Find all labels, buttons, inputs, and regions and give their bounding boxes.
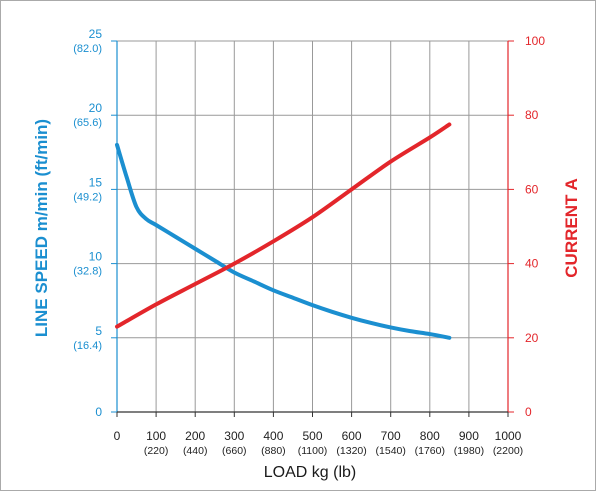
x-tick-sublabel: (440) — [183, 445, 208, 457]
series — [115, 122, 452, 340]
x-tick-sublabel: (1760) — [415, 445, 445, 457]
x-tick-label: 0 — [114, 429, 121, 443]
line-speed-series-line — [115, 142, 452, 340]
x-tick-label: 1000 — [495, 429, 522, 443]
y-left-tick-label: 5 — [95, 324, 102, 338]
y-left-tick-sublabel: (82.0) — [73, 43, 102, 55]
x-tick-label: 600 — [342, 429, 362, 443]
x-tick-label: 500 — [302, 429, 322, 443]
y-left-tick-label: 0 — [95, 405, 102, 419]
x-tick-sublabel: (660) — [222, 445, 247, 457]
x-tick-sublabel: (880) — [261, 445, 286, 457]
y-right-tick-label: 100 — [525, 34, 545, 48]
y-right-tick-label: 0 — [525, 405, 532, 419]
x-tick-sublabel: (1320) — [336, 445, 366, 457]
y-left-tick-sublabel: (16.4) — [73, 340, 102, 352]
x-tick-sublabel: (220) — [144, 445, 169, 457]
y-left-tick-label: 25 — [89, 27, 103, 41]
x-tick-label: 100 — [146, 429, 166, 443]
x-tick-label: 200 — [185, 429, 205, 443]
y-left-tick-sublabel: (32.8) — [73, 266, 102, 278]
y-right-tick-label: 80 — [525, 108, 539, 122]
y-right-tick-label: 40 — [525, 257, 539, 271]
axes — [111, 40, 514, 417]
y-right-tick-label: 60 — [525, 182, 539, 196]
x-axis-label: LOAD kg (lb) — [264, 464, 356, 481]
x-tick-label: 800 — [420, 429, 440, 443]
x-tick-label: 300 — [224, 429, 244, 443]
y-axis-right-label: CURRENT A — [562, 178, 581, 277]
y-left-tick-label: 10 — [89, 250, 103, 264]
y-left-tick-sublabel: (65.6) — [73, 117, 102, 129]
y-left-tick-label: 15 — [89, 175, 103, 189]
current-series-line — [115, 122, 452, 329]
y-left-tick-label: 20 — [89, 101, 103, 115]
x-tick-label: 900 — [459, 429, 479, 443]
y-left-tick-sublabel: (49.2) — [73, 191, 102, 203]
x-tick-sublabel: (1980) — [454, 445, 484, 457]
grid — [117, 40, 508, 412]
x-tick-sublabel: (1100) — [298, 445, 328, 457]
x-tick-sublabel: (2200) — [493, 445, 523, 457]
y-axis-left-label: LINE SPEED m/min (ft/min) — [32, 119, 51, 337]
tick-labels: 0 5 (16.4) 10 (32.8) 15 (49.2) 20 (65.6) 25 (82.0)… — [73, 27, 545, 457]
x-tick-label: 700 — [381, 429, 401, 443]
y-right-tick-label: 20 — [525, 331, 539, 345]
x-tick-label: 400 — [263, 429, 283, 443]
x-tick-sublabel: (1540) — [376, 445, 406, 457]
